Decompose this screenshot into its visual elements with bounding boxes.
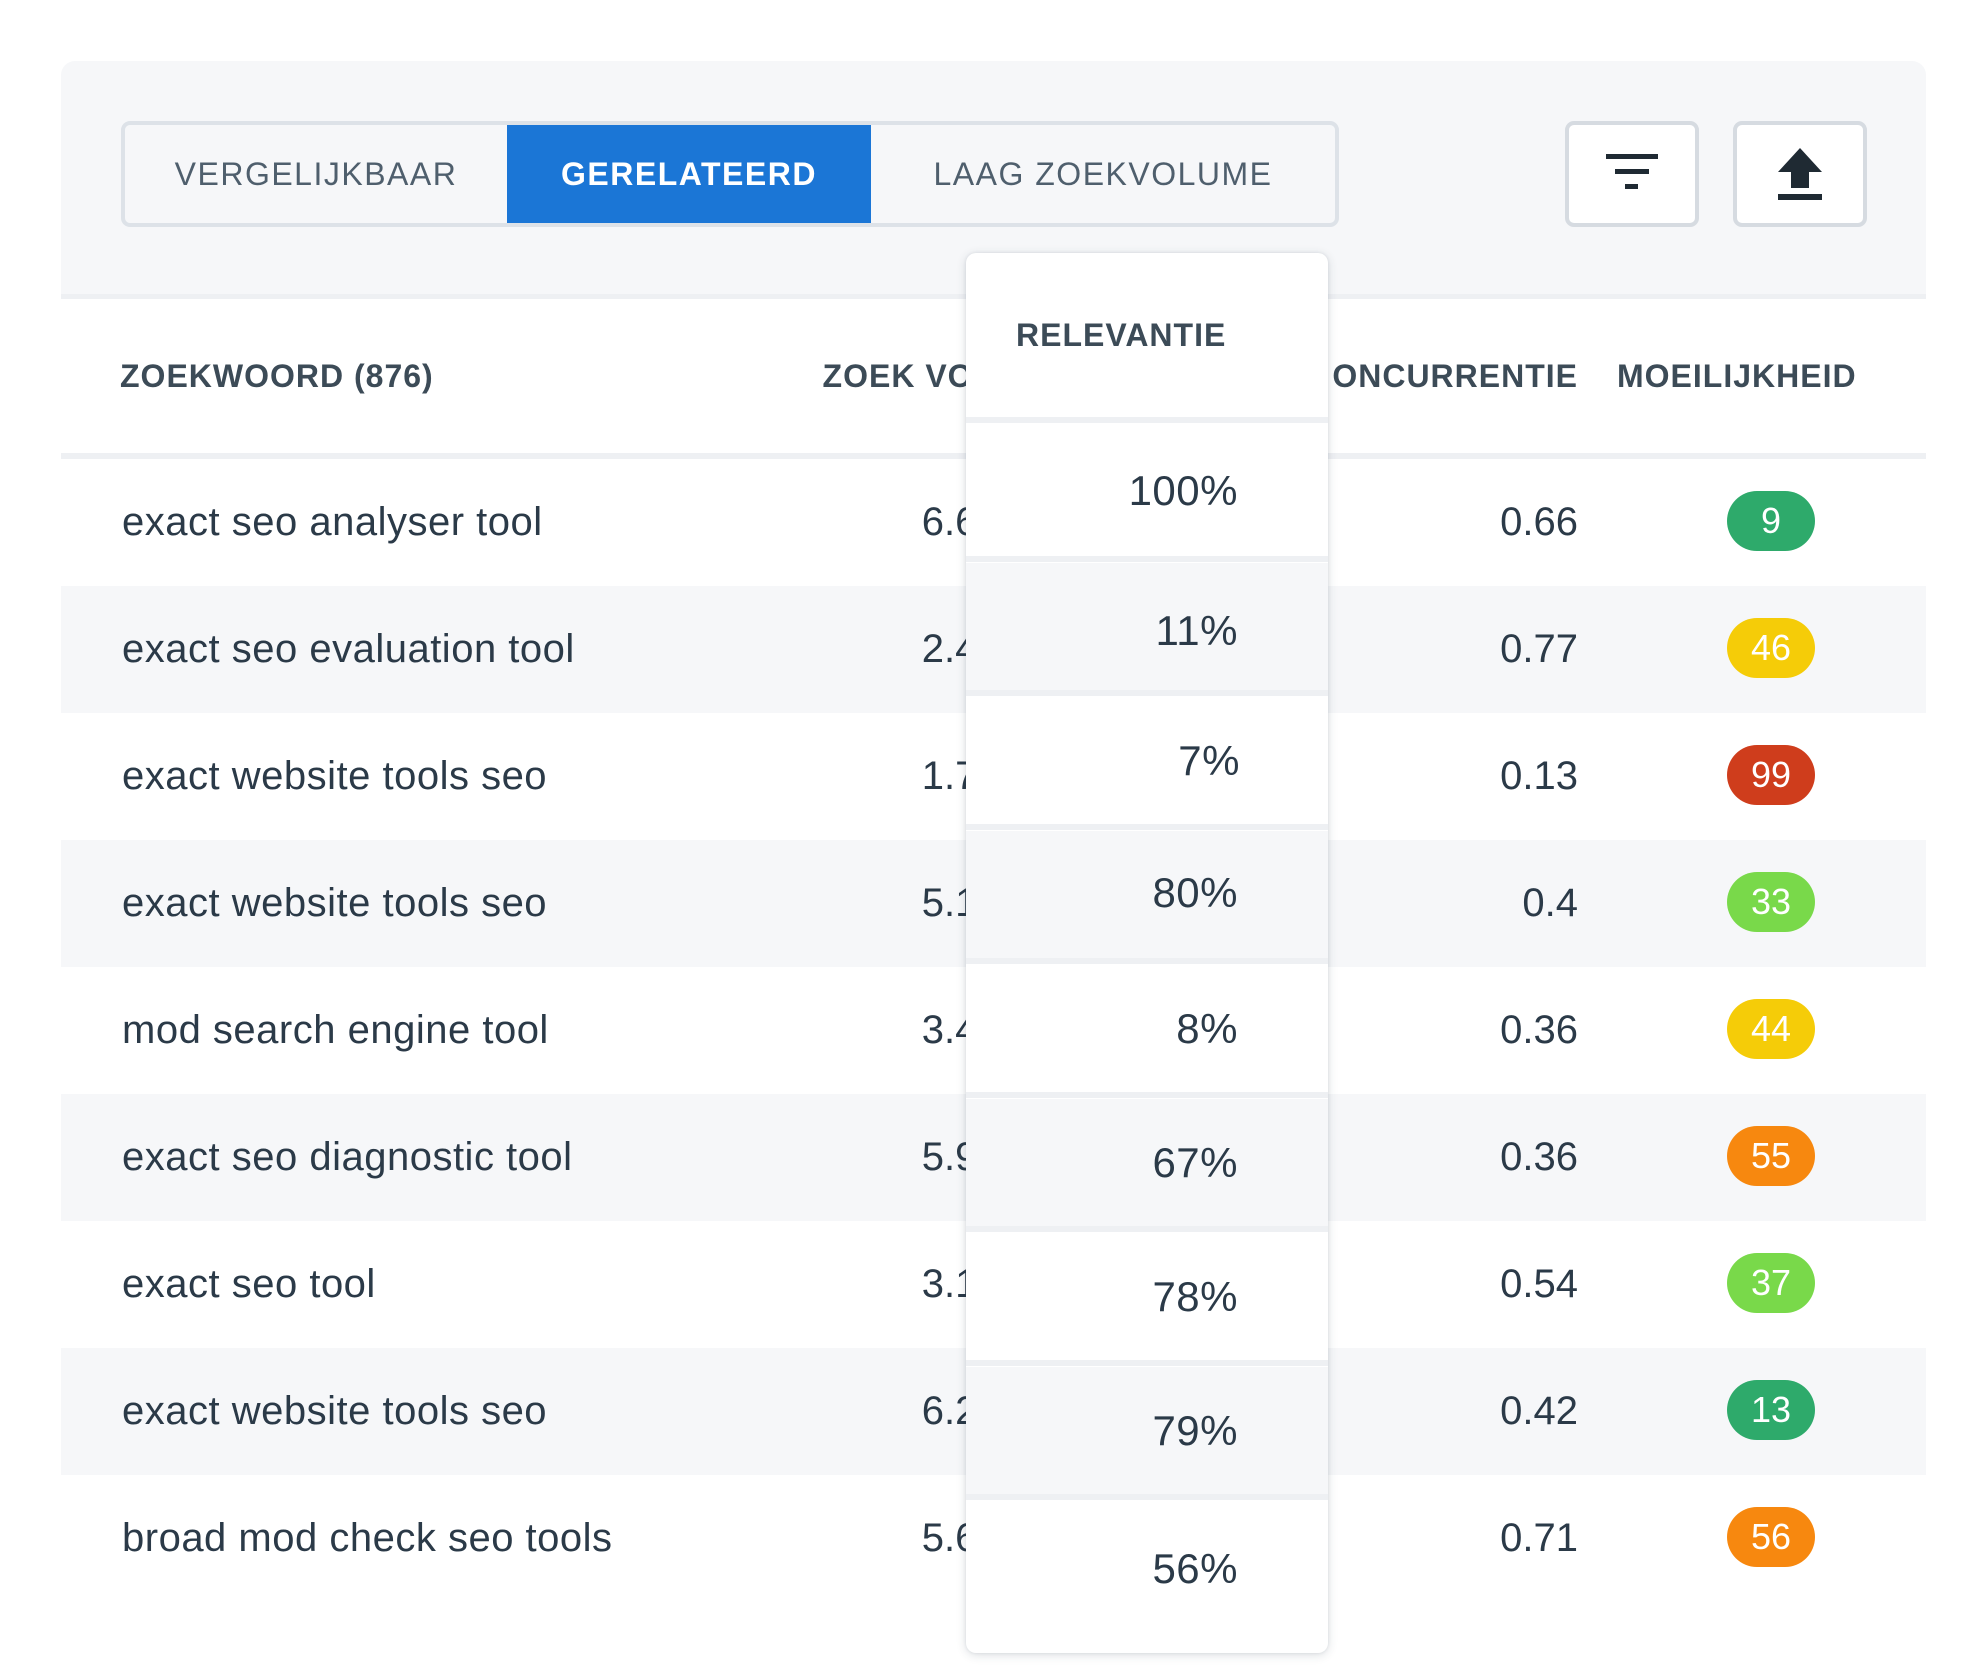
tab-vergelijkbaar[interactable]: VERGELIJKBAAR xyxy=(174,155,458,192)
competition-cell: 0.42 xyxy=(1500,1389,1578,1433)
relevance-column-highlight: RELEVANTIE 100% 11% 7% 80% 8% 67% 78% 79… xyxy=(966,253,1328,1653)
keyword-cell: exact website tools seo xyxy=(122,881,548,925)
tab-laag-zoekvolume[interactable]: LAAG ZOEKVOLUME xyxy=(933,155,1273,192)
table-row[interactable]: exact seo analyser tool 6.6K 0.66 9 xyxy=(61,459,1926,586)
keyword-cell: exact seo analyser tool xyxy=(122,500,543,544)
difficulty-badge: 33 xyxy=(1727,872,1815,932)
table-row[interactable]: exact website tools seo 1.7K 0.13 99 xyxy=(61,713,1926,840)
column-header-difficulty[interactable]: MOEILIJKHEID xyxy=(1617,357,1857,394)
difficulty-badge: 44 xyxy=(1727,999,1815,1059)
relevance-value: 79% xyxy=(1152,1407,1238,1454)
table-row[interactable]: broad mod check seo tools 5.6K 0.71 56 xyxy=(61,1475,1926,1591)
difficulty-badge: 55 xyxy=(1727,1126,1815,1186)
difficulty-badge: 9 xyxy=(1727,491,1815,551)
relevance-value: 56% xyxy=(1152,1545,1238,1592)
relevance-value: 8% xyxy=(1176,1005,1238,1052)
relevance-value: 11% xyxy=(1155,607,1238,654)
difficulty-badge: 46 xyxy=(1727,618,1815,678)
competition-cell: 0.13 xyxy=(1500,754,1578,798)
difficulty-badge: 99 xyxy=(1727,745,1815,805)
relevance-value: 100% xyxy=(1128,467,1238,514)
keyword-cell: broad mod check seo tools xyxy=(122,1516,613,1560)
filter-button[interactable] xyxy=(1565,121,1699,227)
relevance-value: 80% xyxy=(1152,869,1238,916)
column-header-competition[interactable]: ONCURRENTIE xyxy=(1332,357,1578,394)
relevance-cell: 8% xyxy=(966,965,1328,1098)
competition-cell: 0.4 xyxy=(1522,881,1578,925)
keyword-cell: exact seo diagnostic tool xyxy=(122,1135,573,1179)
difficulty-badge: 13 xyxy=(1727,1380,1815,1440)
keyword-cell: mod search engine tool xyxy=(122,1008,549,1052)
relevance-cell: 7% xyxy=(966,697,1328,830)
difficulty-badge: 56 xyxy=(1727,1507,1815,1567)
keyword-cell: exact seo tool xyxy=(122,1262,376,1306)
column-header-relevance: RELEVANTIE xyxy=(1016,317,1227,353)
competition-cell: 0.66 xyxy=(1500,500,1578,544)
upload-icon xyxy=(1778,148,1822,200)
relevance-cell: 80% xyxy=(966,831,1328,964)
relevance-cell: 56% xyxy=(966,1501,1328,1634)
filter-icon xyxy=(1606,154,1658,189)
difficulty-badge: 37 xyxy=(1727,1253,1815,1313)
relevance-header[interactable]: RELEVANTIE xyxy=(966,253,1328,423)
export-button[interactable] xyxy=(1733,121,1867,227)
keyword-cell: exact website tools seo xyxy=(122,1389,548,1433)
relevance-value: 67% xyxy=(1152,1139,1238,1186)
relevance-value: 78% xyxy=(1152,1273,1238,1320)
toolbar: VERGELIJKBAAR GERELATEERD LAAG ZOEKVOLUM… xyxy=(61,61,1926,299)
column-header-keyword[interactable]: ZOEKWOORD (876) xyxy=(120,357,434,394)
competition-cell: 0.71 xyxy=(1500,1516,1578,1560)
tab-gerelateerd[interactable]: GERELATEERD xyxy=(507,125,871,223)
relevance-value: 7% xyxy=(1178,737,1240,784)
competition-cell: 0.36 xyxy=(1500,1008,1578,1052)
table-row[interactable]: exact seo tool 3.1K 0.54 37 xyxy=(61,1221,1926,1348)
relevance-cell: 67% xyxy=(966,1099,1328,1232)
competition-cell: 0.36 xyxy=(1500,1135,1578,1179)
keyword-cell: exact website tools seo xyxy=(122,754,548,798)
competition-cell: 0.77 xyxy=(1500,627,1578,671)
keyword-cell: exact seo evaluation tool xyxy=(122,627,575,671)
table-row[interactable]: mod search engine tool 3.4K 0.36 44 xyxy=(61,967,1926,1094)
competition-cell: 0.54 xyxy=(1500,1262,1578,1306)
relevance-cell: 78% xyxy=(966,1233,1328,1366)
tab-group: VERGELIJKBAAR GERELATEERD LAAG ZOEKVOLUM… xyxy=(121,121,1339,227)
relevance-cell: 11% xyxy=(966,563,1328,696)
relevance-cell: 100% xyxy=(966,429,1328,562)
relevance-cell: 79% xyxy=(966,1367,1328,1500)
